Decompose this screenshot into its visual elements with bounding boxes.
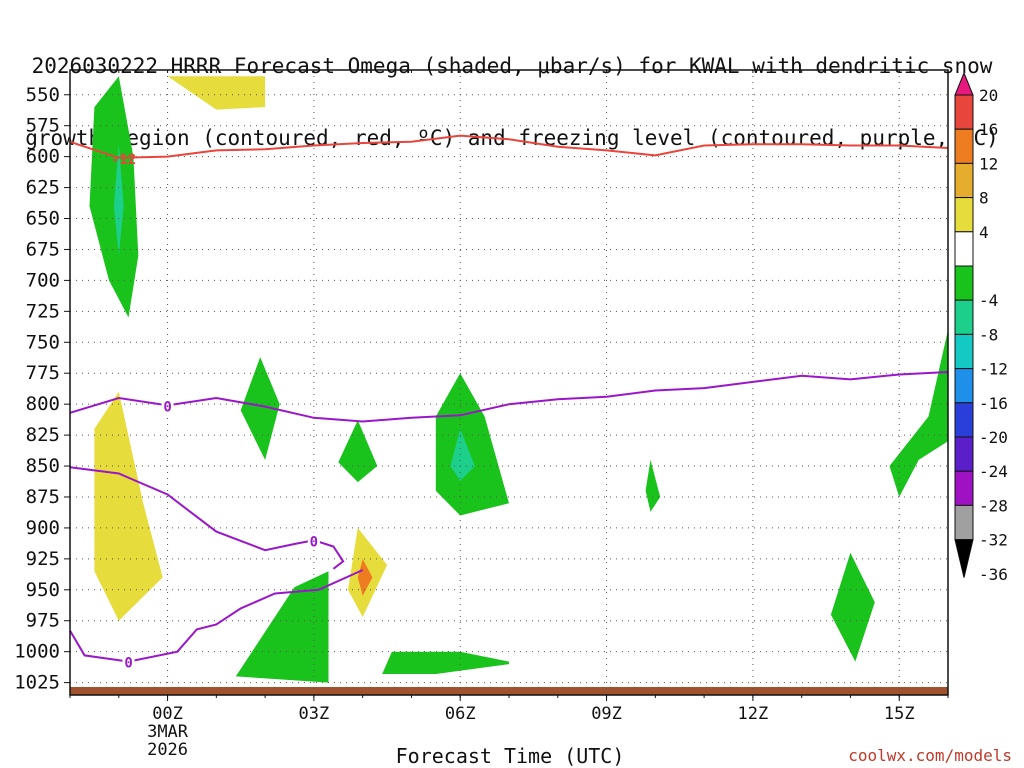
y-tick-label-575: 575 [26,115,60,137]
colorbar-swatch-3 [954,162,974,199]
omega-positive-area-0 [94,391,163,621]
colorbar-swatch-5 [954,231,974,267]
contour-layer: -12 0 0 0 [69,134,949,672]
colorbar-swatch-10 [954,402,974,438]
omega-negative-area-10 [382,651,509,674]
dgz-contour-line [69,134,949,159]
y-tick-label-700: 700 [26,269,60,291]
omega-negative-area-8 [889,329,948,497]
omega-negative-area-7 [830,552,875,662]
colorbar-swatch-11 [954,436,974,472]
omega-positive-area-1 [167,76,266,110]
colorbar-label--12: -12 [979,360,1008,379]
freezing-level-contour-0 [69,371,949,423]
colorbar-label-16: 16 [979,120,998,139]
plot-frame [69,69,949,696]
ground-layer [70,687,948,695]
y-tick-label-875: 875 [26,486,60,508]
x-axis-title: Forecast Time (UTC) [395,744,625,768]
omega-negative-area-3 [338,420,378,483]
colorbar-label-4: 4 [979,223,989,242]
y-tick-label-725: 725 [26,300,60,322]
freezing-level-label-1: 0 [310,534,318,550]
omega-shading-layer [89,76,948,683]
omega-positive-area-3 [357,558,373,596]
freezing-level-contour-2 [69,569,364,663]
freezing-level-label-0: 0 [163,399,171,415]
y-tick-label-950: 950 [26,579,60,601]
freezing-level-contour-1 [69,466,345,570]
x-tick-label-15Z: 15Z [884,704,915,724]
colorbar-swatch-8 [954,333,974,370]
omega-negative-area-6 [645,459,661,512]
colorbar-swatch-2 [954,128,974,164]
colorbar-label--28: -28 [979,496,1008,515]
chart-title-line1: 2026030222 HRRR Forecast Omega (shaded, … [31,54,993,78]
colorbar-swatch-1 [954,94,974,130]
y-tick-label-900: 900 [26,517,60,539]
colorbar-swatch-4 [954,197,974,233]
colorbar-label--16: -16 [979,394,1008,413]
omega-negative-area-9 [235,571,329,683]
date-label-0: 3MAR [147,722,189,742]
omega-negative-area-1 [113,144,124,256]
x-tick-label-06Z: 06Z [445,704,476,724]
freezing-level-label-bg-2 [122,653,135,670]
y-tick-label-825: 825 [26,424,60,446]
y-tick-label-1000: 1000 [14,641,60,663]
x-tick-label-09Z: 09Z [591,704,622,724]
colorbar-label--24: -24 [979,462,1008,481]
y-tick-label-750: 750 [26,331,60,353]
x-tick-label-00Z: 00Z [152,704,183,724]
colorbar-top-arrow [954,71,974,96]
colorbar-swatch-7 [954,299,974,335]
y-tick-label-800: 800 [26,393,60,415]
freezing-level-label-bg-0 [161,397,174,414]
colorbar-label--32: -32 [979,531,1008,550]
colorbar-label-12: 12 [979,154,998,173]
grid-layer [70,70,948,695]
freezing-level-label-2: 0 [124,656,132,672]
colorbar-label--8: -8 [979,325,998,344]
colorbar-bottom-arrow [954,539,974,578]
x-tick-label-03Z: 03Z [299,704,330,724]
y-tick-label-550: 550 [26,84,60,106]
credit-link[interactable]: coolwx.com/models [848,746,1012,765]
y-tick-label-1025: 1025 [14,672,60,694]
colorbar-swatch-13 [954,504,974,541]
y-tick-label-925: 925 [26,548,60,570]
colorbar-label--36: -36 [979,565,1008,584]
y-tick-label-625: 625 [26,177,60,199]
axes-layer: 550 575 600 625 650 675 700 725 750 775 800 825 850 8… [14,69,949,760]
date-label-1: 2026 [147,740,188,760]
freezing-level-label-bg-1 [307,532,320,549]
ground-surface [70,687,948,695]
y-tick-label-975: 975 [26,610,60,632]
omega-negative-area-5 [450,428,475,481]
omega-negative-area-0 [89,76,139,318]
y-tick-label-775: 775 [26,362,60,384]
omega-negative-area-2 [240,357,280,460]
y-tick-label-650: 650 [26,208,60,230]
y-tick-label-600: 600 [26,146,60,168]
chart-title: 2026030222 HRRR Forecast Omega (shaded, … [0,6,1024,174]
x-tick-label-12Z: 12Z [738,704,769,724]
dgz-contour-label: -12 [111,152,136,168]
omega-negative-area-4 [435,373,509,516]
colorbar-label-20: 20 [979,86,998,105]
colorbar-swatch-12 [954,470,974,506]
colorbar-swatch-6 [954,265,974,301]
y-tick-label-675: 675 [26,238,60,260]
colorbar: 20 16 12 8 4 -4 -8 -12 -16 -20 -24 -28 -32 -36 [954,71,1008,584]
colorbar-swatch-9 [954,368,974,404]
colorbar-label--4: -4 [979,291,998,310]
colorbar-label-8: 8 [979,189,989,208]
y-tick-label-850: 850 [26,455,60,477]
colorbar-label--20: -20 [979,428,1008,447]
